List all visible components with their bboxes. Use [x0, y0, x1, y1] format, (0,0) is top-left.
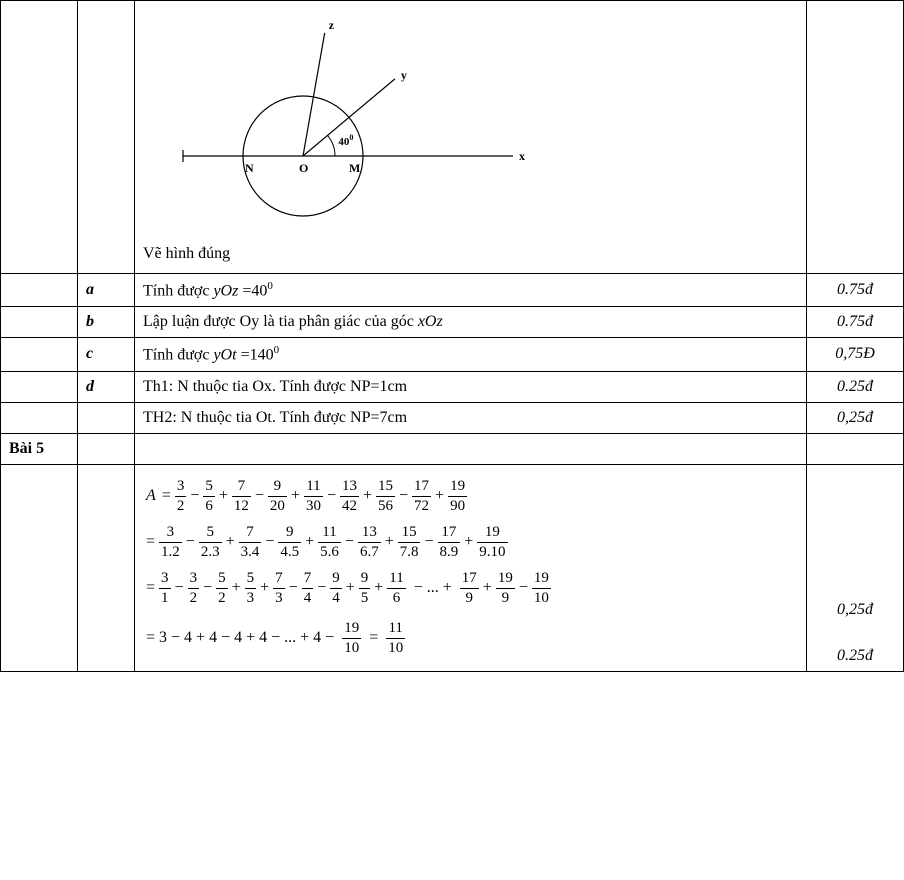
score-d2: 0,25đ	[807, 402, 904, 433]
col-bai-c	[1, 338, 78, 371]
text-a-pre: Tính được	[143, 282, 213, 299]
eq-line1: A=32−56+712−920+1130−1342+1556−1772+1990	[143, 477, 798, 517]
bai5-scores: 0,25đ 0.25đ	[807, 464, 904, 671]
score-empty-figure	[807, 1, 904, 274]
bai5-math-bai	[1, 464, 78, 671]
bai5-math-sub	[78, 464, 135, 671]
content-b: Lập luận được Oy là tia phân giác của gó…	[135, 307, 807, 338]
figure-wrap: z y x O M N 400	[143, 11, 798, 241]
svg-text:y: y	[401, 68, 407, 82]
text-a-eq: =40	[238, 282, 267, 299]
figure-cell: z y x O M N 400 Vẽ hình đúng	[135, 1, 807, 274]
var-c: yOt	[213, 347, 236, 364]
svg-text:N: N	[245, 161, 254, 175]
eq-line2: =31.2−52.3+73.4−94.5+115.6−136.7+157.8−1…	[143, 523, 798, 563]
deg-a: 0	[267, 280, 273, 292]
col-bai-d	[1, 371, 78, 402]
answer-table: z y x O M N 400 Vẽ hình đúng a Tính được yOz =…	[0, 0, 904, 672]
svg-text:x: x	[519, 149, 525, 163]
svg-text:O: O	[299, 161, 308, 175]
text-c-eq: =140	[237, 347, 274, 364]
bai5-score2: 0.25đ	[815, 647, 895, 665]
text-c-pre: Tính được	[143, 347, 213, 364]
score-a: 0.75đ	[807, 274, 904, 307]
line3-dots: − ... +	[411, 578, 455, 599]
score-b: 0.75đ	[807, 307, 904, 338]
bai5-sub-empty	[78, 433, 135, 464]
line4-lhs: = 3 − 4 + 4 − 4 + 4 − ... + 4 −	[143, 628, 337, 649]
bai5-content-empty	[135, 433, 807, 464]
content-c: Tính được yOt =1400	[135, 338, 807, 371]
svg-text:z: z	[329, 18, 335, 32]
bai5-score1: 0,25đ	[815, 601, 895, 619]
var-b: xOz	[418, 313, 443, 330]
eq-line3: =31−32−52+53+73−74−94+95+116 − ... + 179…	[143, 569, 798, 609]
sub-a: a	[78, 274, 135, 307]
sub-c: c	[78, 338, 135, 371]
score-d: 0.25đ	[807, 371, 904, 402]
content-d: Th1: N thuộc tia Ox. Tính được NP=1cm	[135, 371, 807, 402]
eq-line4: = 3 − 4 + 4 − 4 + 4 − ... + 4 − 1910 = 1…	[143, 619, 798, 659]
A-label: A	[143, 486, 159, 507]
line4-frac2: 1110	[386, 619, 405, 659]
text-b-pre: Lập luận được Oy là tia phân giác của gó…	[143, 313, 418, 330]
content-a: Tính được yOz =400	[135, 274, 807, 307]
col-sub-empty	[78, 1, 135, 274]
col-bai-a	[1, 274, 78, 307]
svg-text:M: M	[349, 161, 360, 175]
line4-eq: =	[366, 628, 381, 649]
col-bai-b	[1, 307, 78, 338]
sub-d: d	[78, 371, 135, 402]
col-bai-d2	[1, 402, 78, 433]
var-a: yOz	[213, 282, 238, 299]
col-bai-empty	[1, 1, 78, 274]
geometry-diagram: z y x O M N 400	[143, 11, 563, 231]
content-d2: TH2: N thuộc tia Ot. Tính được NP=7cm	[135, 402, 807, 433]
line4-frac1: 1910	[342, 619, 361, 659]
bai5-label: Bài 5	[1, 433, 78, 464]
deg-c: 0	[274, 344, 280, 356]
score-c: 0,75Đ	[807, 338, 904, 371]
figure-caption: Vẽ hình đúng	[143, 245, 798, 263]
bai5-score-empty	[807, 433, 904, 464]
sub-b: b	[78, 307, 135, 338]
bai5-math-content: A=32−56+712−920+1130−1342+1556−1772+1990…	[135, 464, 807, 671]
sub-d2	[78, 402, 135, 433]
svg-text:400: 400	[338, 133, 353, 148]
